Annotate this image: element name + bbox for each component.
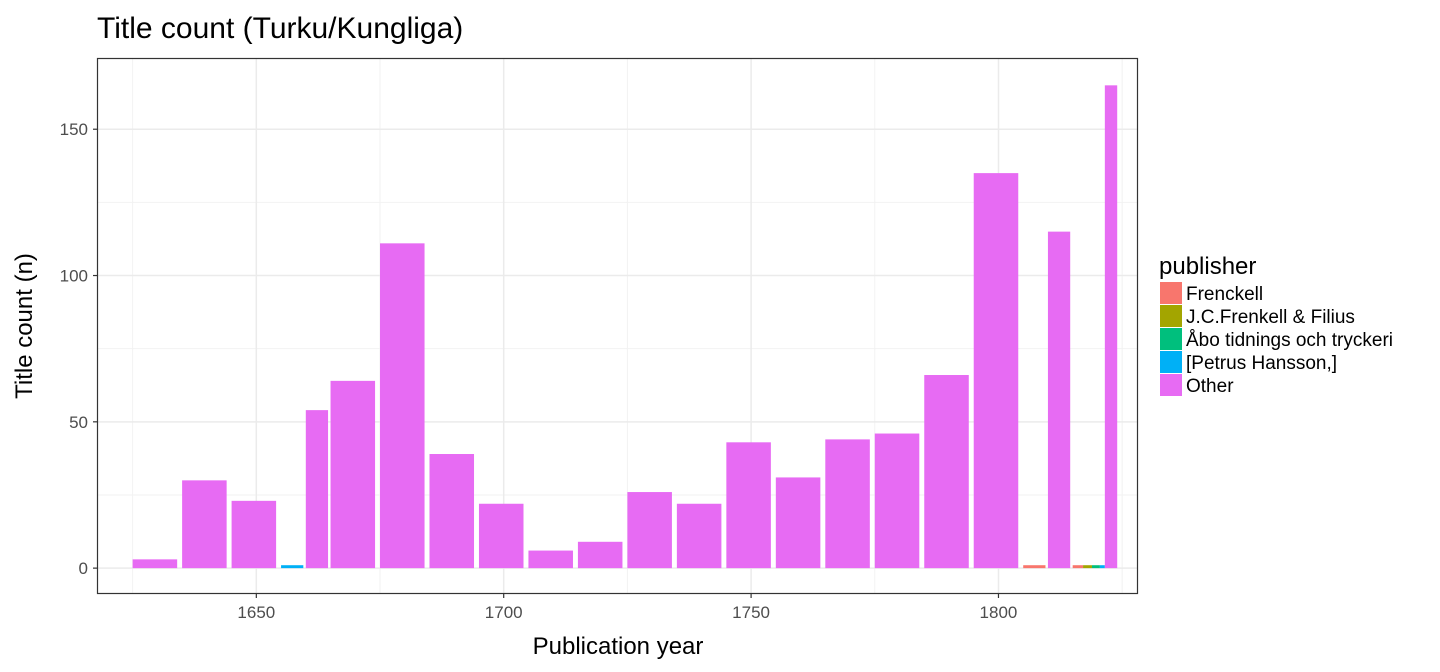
bar (478, 503, 524, 569)
x-tick-label: 1800 (980, 603, 1018, 622)
chart-title: Title count (Turku/Kungliga) (97, 12, 463, 45)
bar (924, 375, 969, 569)
bar (330, 380, 376, 569)
bar (577, 541, 623, 569)
legend-label: J.C.Frenkell & Filius (1186, 307, 1355, 328)
bar (973, 173, 1019, 569)
legend-swatch (1160, 374, 1182, 396)
y-axis-ticks: 0 50 100 150 (60, 120, 98, 578)
bar (1091, 565, 1100, 569)
bar (380, 243, 425, 569)
legend-label: Åbo tidnings och tryckeri (1186, 330, 1393, 351)
bar (528, 550, 573, 569)
x-tick-label: 1650 (237, 603, 275, 622)
x-axis-ticks: 1650 1700 1750 1800 (237, 593, 1017, 622)
y-axis-title: Title count (n) (11, 253, 38, 399)
bar (874, 433, 920, 569)
plot-panel-border (96, 57, 1139, 595)
bar (1047, 231, 1071, 569)
bar (1104, 85, 1118, 569)
y-tick-label: 100 (60, 267, 88, 286)
bar (1083, 565, 1092, 569)
bar (429, 454, 475, 569)
legend-swatch (1160, 328, 1182, 350)
y-tick-label: 150 (60, 120, 88, 139)
bar (231, 500, 277, 569)
bar (1099, 565, 1105, 569)
bar (1072, 565, 1084, 569)
bar (825, 439, 870, 569)
legend-label: [Petrus Hansson,] (1186, 353, 1337, 374)
legend-label: Frenckell (1186, 284, 1263, 305)
legend-swatch (1160, 282, 1182, 304)
bar (305, 410, 329, 569)
x-tick-label: 1750 (732, 603, 770, 622)
bar (676, 503, 722, 569)
x-tick-label: 1700 (485, 603, 523, 622)
x-axis-title: Publication year (533, 633, 704, 660)
bar (132, 559, 178, 569)
legend-title: publisher (1159, 253, 1256, 280)
bar (1023, 565, 1046, 569)
bar (726, 442, 771, 569)
bar (182, 480, 227, 569)
bar (627, 492, 672, 569)
legend-swatch (1160, 305, 1182, 327)
bar (775, 477, 821, 569)
y-tick-label: 0 (79, 559, 88, 578)
bars (132, 85, 1118, 569)
legend-swatch (1160, 351, 1182, 373)
y-tick-label: 50 (69, 413, 88, 432)
bar (281, 565, 304, 569)
legend-label: Other (1186, 376, 1234, 397)
